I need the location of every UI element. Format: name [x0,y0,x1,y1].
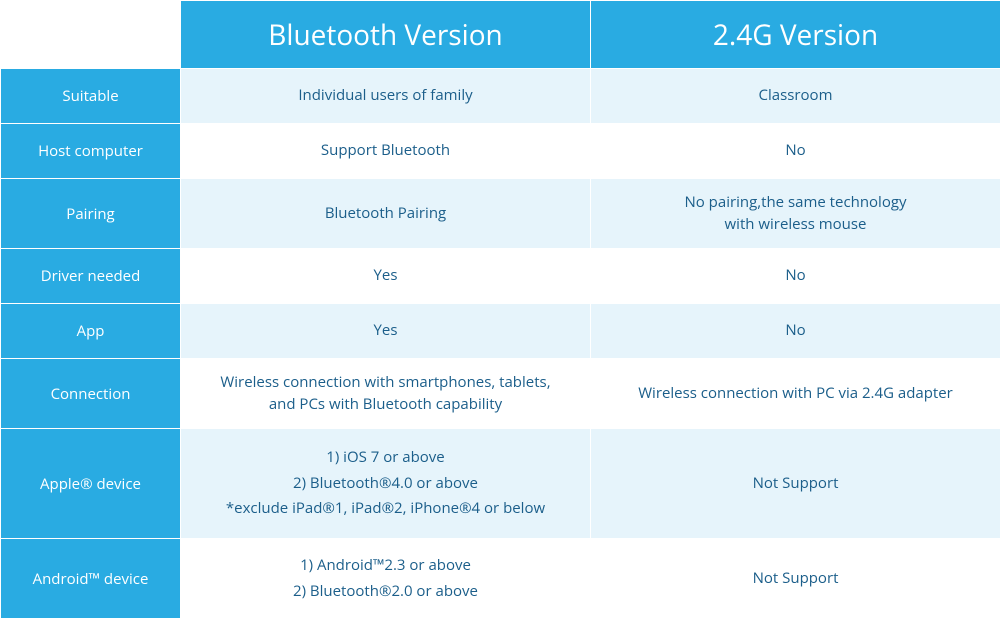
row-pairing: Pairing Bluetooth Pairing No pairing,the… [1,179,1000,249]
cell-driver-bt: Yes [181,249,591,304]
cell-app-bt: Yes [181,304,591,359]
row-android: Android™ device 1) Android™2.3 or above … [1,539,1000,619]
cell-pairing-24g: No pairing,the same technology with wire… [591,179,1000,249]
apple-bt-line3: *exclude iPad®1, iPad®2, iPhone®4 or bel… [195,498,576,520]
android-bt-line2: 2) Bluetooth®2.0 or above [195,581,576,603]
cell-apple-24g: Not Support [591,429,1000,539]
cell-suitable-bt: Individual users of family [181,69,591,124]
table-header-row: Bluetooth Version 2.4G Version [1,1,1000,69]
cell-apple-bt: 1) iOS 7 or above 2) Bluetooth®4.0 or ab… [181,429,591,539]
cell-connection-24g: Wireless connection with PC via 2.4G ada… [591,359,1000,429]
label-host: Host computer [1,124,181,179]
row-apple: Apple® device 1) iOS 7 or above 2) Bluet… [1,429,1000,539]
label-android: Android™ device [1,539,181,619]
row-app: App Yes No [1,304,1000,359]
cell-connection-bt: Wireless connection with smartphones, ta… [181,359,591,429]
cell-driver-24g: No [591,249,1000,304]
row-suitable: Suitable Individual users of family Clas… [1,69,1000,124]
label-app: App [1,304,181,359]
label-pairing: Pairing [1,179,181,249]
pairing-24g-line2: with wireless mouse [605,214,986,236]
cell-suitable-24g: Classroom [591,69,1000,124]
cell-host-bt: Support Bluetooth [181,124,591,179]
pairing-24g-line1: No pairing,the same technology [605,192,986,214]
row-host: Host computer Support Bluetooth No [1,124,1000,179]
header-corner-empty [1,1,181,69]
cell-host-24g: No [591,124,1000,179]
apple-bt-line2: 2) Bluetooth®4.0 or above [195,473,576,495]
cell-pairing-bt: Bluetooth Pairing [181,179,591,249]
cell-android-bt: 1) Android™2.3 or above 2) Bluetooth®2.0… [181,539,591,619]
header-24g: 2.4G Version [591,1,1000,69]
connection-bt-line2: and PCs with Bluetooth capability [195,394,576,416]
cell-android-24g: Not Support [591,539,1000,619]
android-bt-line1: 1) Android™2.3 or above [195,555,576,577]
connection-bt-line1: Wireless connection with smartphones, ta… [195,372,576,394]
row-driver: Driver needed Yes No [1,249,1000,304]
label-connection: Connection [1,359,181,429]
comparison-table: Bluetooth Version 2.4G Version Suitable … [0,0,1000,619]
label-suitable: Suitable [1,69,181,124]
apple-bt-line1: 1) iOS 7 or above [195,447,576,469]
label-driver: Driver needed [1,249,181,304]
cell-app-24g: No [591,304,1000,359]
header-bluetooth: Bluetooth Version [181,1,591,69]
label-apple: Apple® device [1,429,181,539]
row-connection: Connection Wireless connection with smar… [1,359,1000,429]
